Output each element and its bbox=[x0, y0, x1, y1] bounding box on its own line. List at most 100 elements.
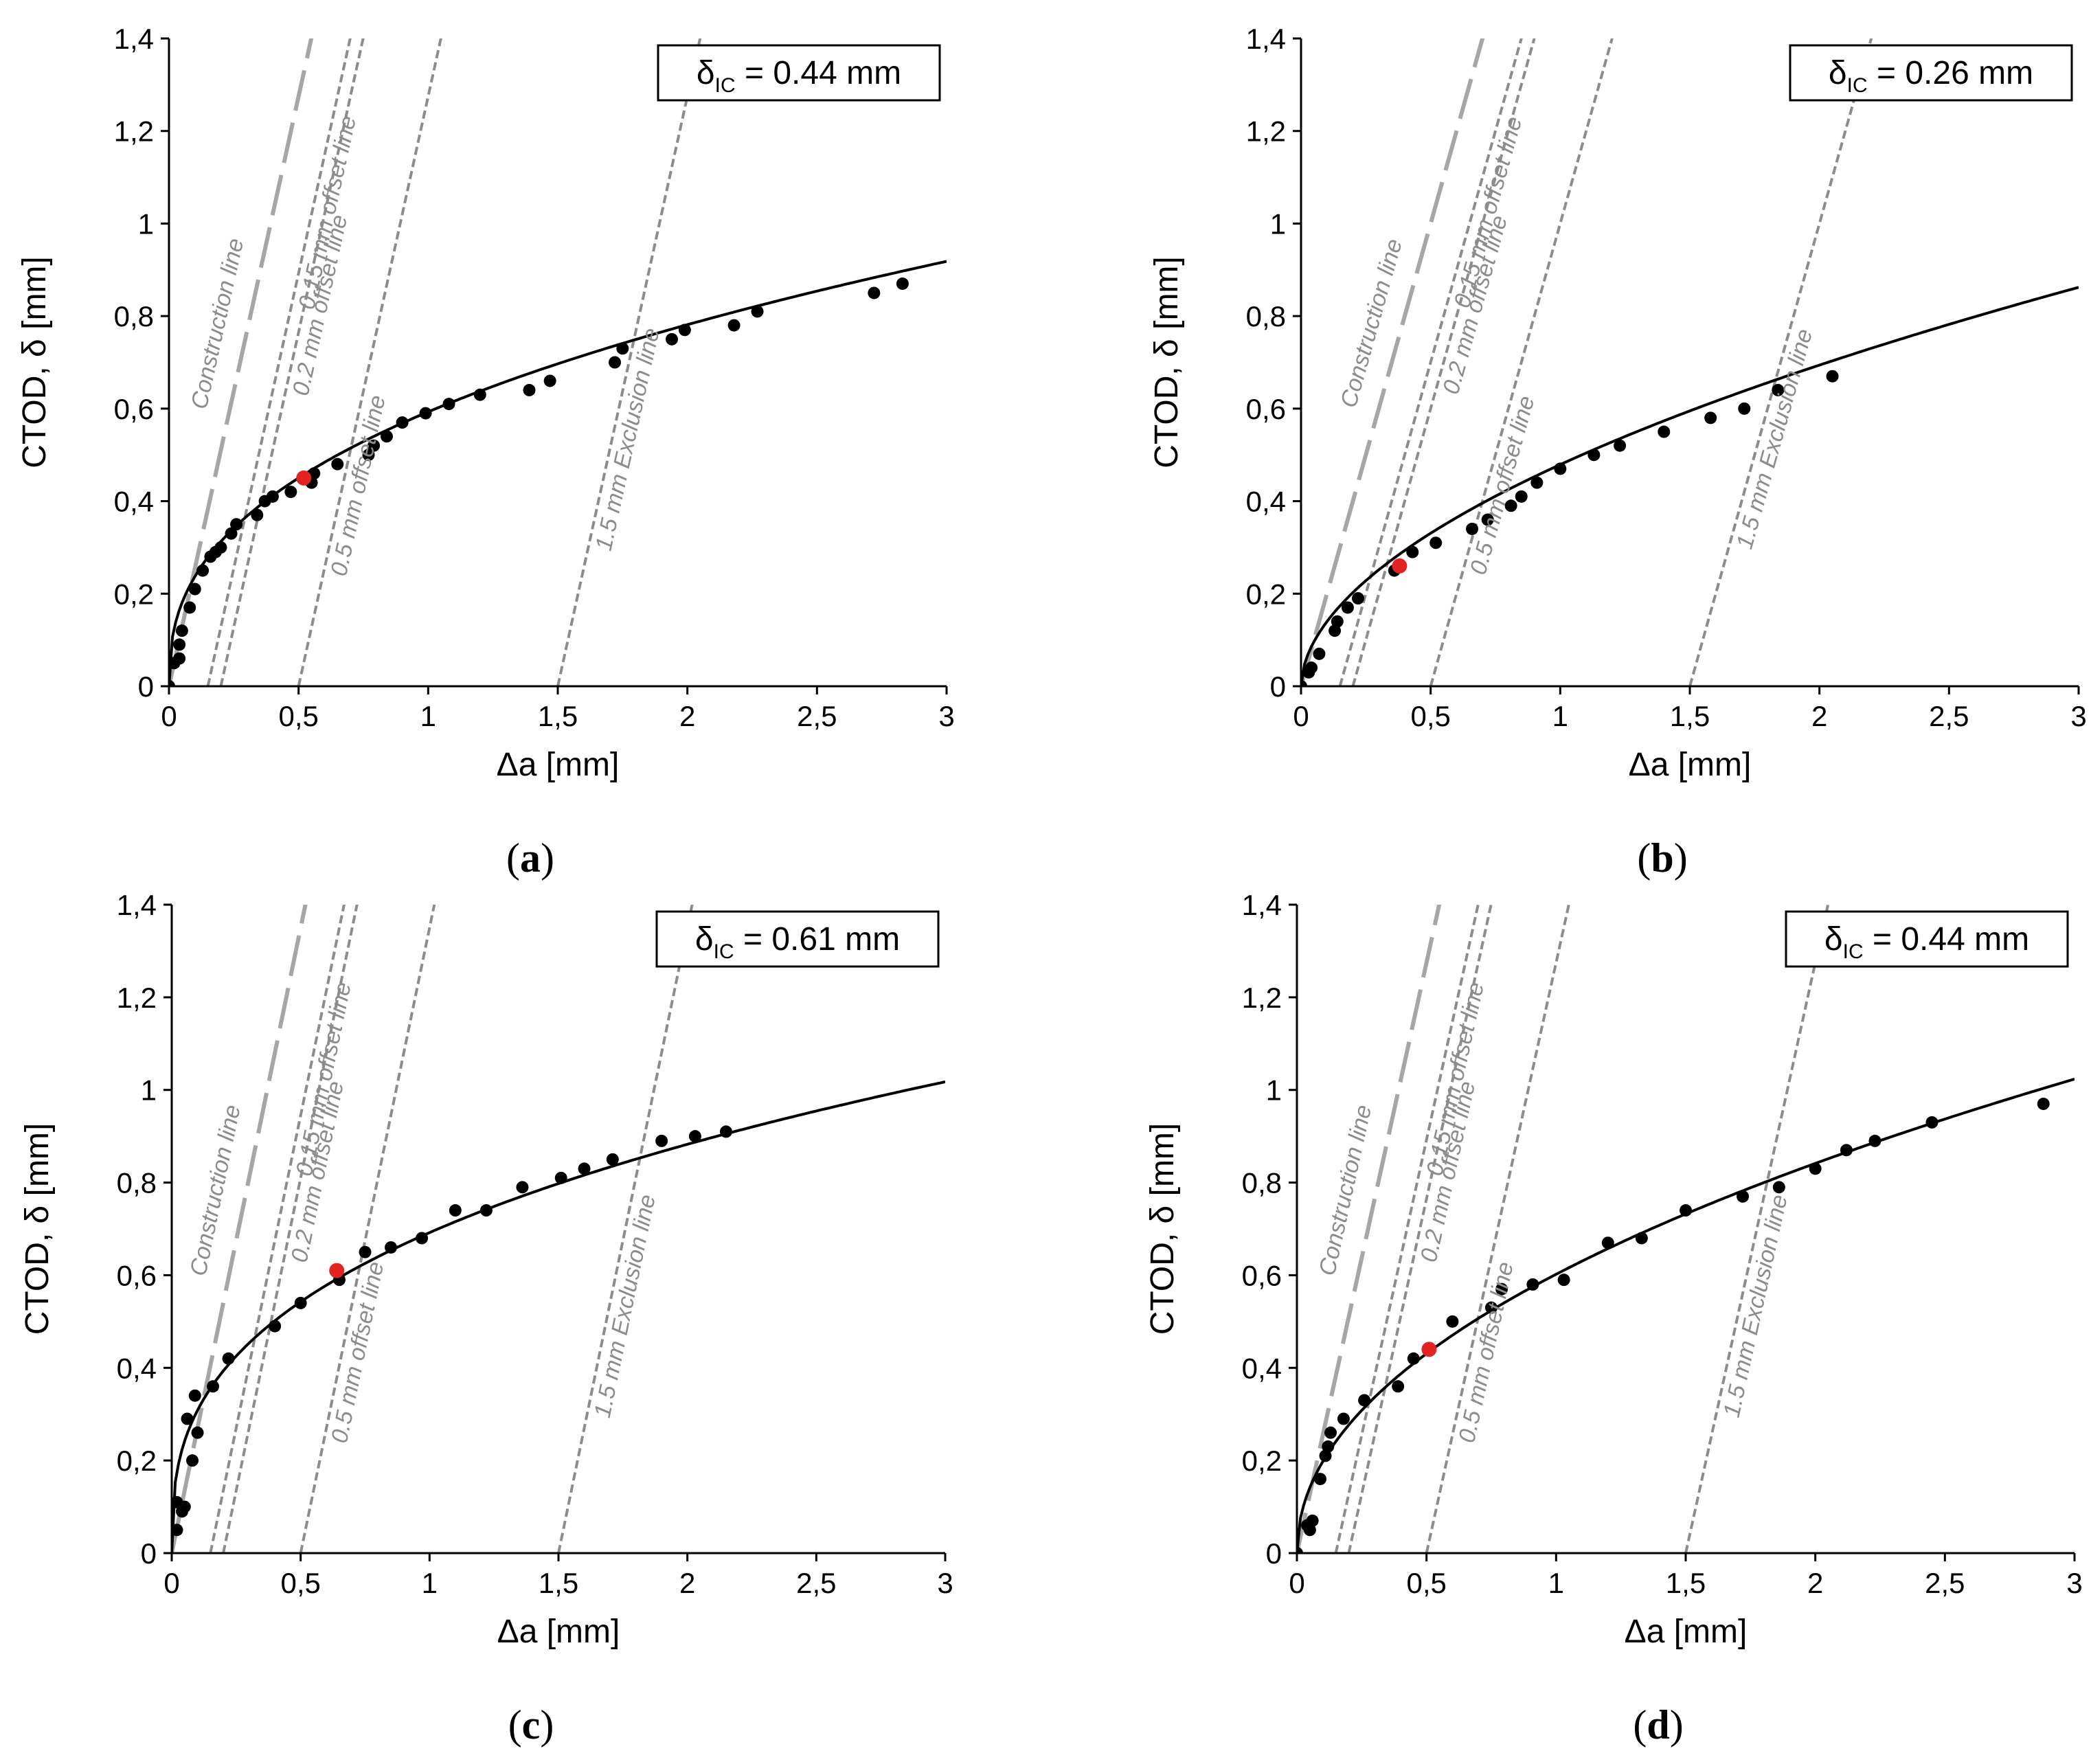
x-tick-label: 3 bbox=[2066, 1567, 2082, 1599]
offset-0-5-label: 0.5 mm offset line bbox=[326, 1260, 389, 1445]
data-point bbox=[188, 583, 201, 596]
data-point bbox=[751, 305, 764, 318]
data-point bbox=[368, 439, 381, 452]
data-point bbox=[688, 1130, 701, 1143]
exclusion-line-label: 1.5 mm Exclusion line bbox=[1719, 1192, 1793, 1420]
exclusion-line-label: 1.5 mm Exclusion line bbox=[591, 326, 665, 553]
x-tick-label: 1 bbox=[1548, 1567, 1564, 1599]
panel-paren-open: ( bbox=[1633, 1702, 1647, 1748]
x-axis-title: Δa [mm] bbox=[497, 1614, 620, 1650]
data-point bbox=[1635, 1232, 1648, 1245]
data-point bbox=[1680, 1204, 1692, 1217]
data-point bbox=[543, 374, 556, 387]
data-point bbox=[678, 324, 691, 337]
data-point bbox=[2037, 1097, 2050, 1110]
data-point bbox=[1554, 462, 1567, 475]
panel-paren-close: ) bbox=[1670, 1702, 1684, 1748]
construction-line bbox=[1301, 38, 1485, 686]
data-point bbox=[516, 1181, 529, 1194]
panel-paren-close: ) bbox=[540, 1702, 554, 1748]
data-point bbox=[385, 1241, 398, 1254]
data-point bbox=[616, 342, 629, 355]
panel-label: (b) bbox=[1637, 835, 1687, 881]
y-tick-label: 1,2 bbox=[1242, 982, 1282, 1014]
data-point bbox=[1341, 601, 1354, 614]
data-point bbox=[1322, 1440, 1335, 1453]
x-tick-label: 2,5 bbox=[796, 1567, 836, 1599]
exclusion-line-1-5 bbox=[1688, 38, 1873, 686]
x-tick-label: 0 bbox=[163, 1567, 179, 1599]
y-tick-label: 1 bbox=[141, 1074, 157, 1107]
data-point bbox=[1485, 1301, 1497, 1314]
data-point bbox=[1446, 1315, 1459, 1328]
data-point bbox=[214, 541, 227, 554]
offset-line-0-15 bbox=[1338, 38, 1523, 686]
y-axis-title: CTOD, δ [mm] bbox=[16, 256, 53, 468]
data-point bbox=[1772, 383, 1785, 396]
result-box bbox=[655, 910, 940, 968]
data-point bbox=[188, 1389, 201, 1402]
fit-curve bbox=[172, 1080, 945, 1553]
offset-line-0-15 bbox=[206, 38, 352, 686]
x-tick-label: 2,5 bbox=[1929, 700, 1969, 732]
data-point bbox=[1429, 536, 1443, 550]
y-tick-label: 0,6 bbox=[117, 1259, 157, 1291]
x-tick-label: 0 bbox=[1293, 700, 1309, 732]
y-tick-label: 0,4 bbox=[1246, 486, 1286, 518]
data-point bbox=[1313, 647, 1326, 660]
x-tick-label: 3 bbox=[2070, 700, 2086, 732]
x-tick-label: 3 bbox=[938, 700, 954, 732]
result-label: δIC = 0.26 mm bbox=[1829, 55, 2033, 97]
data-point bbox=[1406, 545, 1419, 558]
panel-paren-open: ( bbox=[508, 1702, 522, 1748]
offset-line-0-5 bbox=[299, 905, 436, 1553]
data-point bbox=[225, 527, 238, 540]
data-point bbox=[1306, 1514, 1319, 1527]
y-tick-label: 0,2 bbox=[117, 1445, 157, 1477]
offset-line-0-5 bbox=[297, 38, 442, 686]
data-point bbox=[178, 1500, 191, 1513]
data-point bbox=[1614, 439, 1627, 452]
data-point bbox=[294, 1296, 307, 1309]
result-subscript: IC bbox=[1847, 74, 1868, 97]
y-tick-label: 1,2 bbox=[114, 115, 154, 148]
x-tick-label: 1,5 bbox=[539, 1567, 578, 1599]
data-point bbox=[655, 1134, 668, 1147]
plot-area bbox=[172, 905, 945, 1553]
data-point bbox=[719, 1125, 732, 1138]
data-point bbox=[362, 449, 375, 462]
data-point bbox=[186, 1454, 199, 1467]
result-label: δIC = 0.44 mm bbox=[697, 55, 901, 97]
fit-curve bbox=[1301, 286, 2079, 686]
data-point bbox=[1337, 1412, 1350, 1425]
plot-area bbox=[1297, 905, 2075, 1553]
offset-line-0-2 bbox=[1347, 905, 1493, 1553]
data-point bbox=[416, 1232, 429, 1245]
result-value: = 0.44 mm bbox=[736, 55, 901, 91]
data-point bbox=[896, 277, 909, 290]
result-symbol: δ bbox=[697, 55, 715, 91]
x-tick-label: 0,5 bbox=[280, 1567, 320, 1599]
data-point bbox=[175, 624, 188, 637]
offset-line-0-2 bbox=[219, 38, 365, 686]
construction-line bbox=[169, 38, 314, 686]
x-tick-label: 1,5 bbox=[1670, 700, 1710, 732]
data-point bbox=[196, 564, 210, 577]
data-point bbox=[169, 680, 175, 686]
y-tick-label: 0,2 bbox=[114, 578, 154, 610]
data-point bbox=[1324, 1426, 1337, 1439]
x-tick-label: 2 bbox=[1807, 1567, 1823, 1599]
x-tick-label: 0,5 bbox=[278, 700, 318, 732]
y-tick-label: 1 bbox=[138, 207, 154, 240]
offset-0-5-label: 0.5 mm offset line bbox=[1465, 393, 1540, 578]
x-tick-label: 2,5 bbox=[1925, 1567, 1965, 1599]
data-point bbox=[1319, 1449, 1332, 1462]
y-tick-label: 0,4 bbox=[1242, 1352, 1282, 1384]
result-label: δIC = 0.44 mm bbox=[1824, 921, 2029, 963]
y-tick-label: 1,4 bbox=[1246, 23, 1286, 55]
data-point bbox=[1587, 449, 1601, 462]
data-point bbox=[173, 652, 186, 665]
panel-letter: b bbox=[1651, 835, 1673, 881]
x-axis-title: Δa [mm] bbox=[1625, 1614, 1748, 1650]
